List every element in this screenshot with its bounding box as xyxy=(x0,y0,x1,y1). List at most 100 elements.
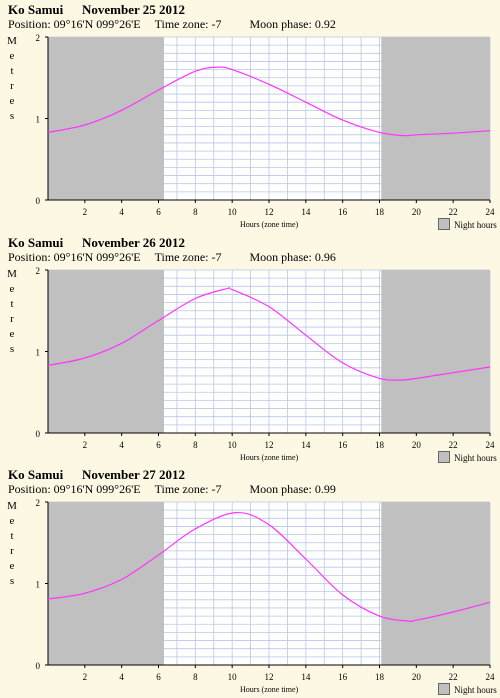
y-axis-label-letter: r xyxy=(10,313,14,325)
x-tick-label: 4 xyxy=(119,672,124,682)
y-axis-label-letter: M xyxy=(7,268,17,280)
panel-title: Ko Samui November 26 2012 xyxy=(8,235,185,251)
y-axis-label-letter: s xyxy=(9,110,15,122)
y-axis-label-letter: e xyxy=(9,560,15,572)
panel-subtitle: Position: 09°16'N 099°26'E Time zone: -7 M… xyxy=(8,250,350,265)
night-hours-band xyxy=(48,502,165,665)
y-tick-label: 2 xyxy=(36,33,41,43)
x-tick-label: 18 xyxy=(375,207,385,217)
x-tick-label: 2 xyxy=(83,440,88,450)
x-tick-label: 16 xyxy=(338,440,348,450)
tide-panel: Ko Samui November 26 2012 Position: 09°16'… xyxy=(0,233,500,465)
legend-night-swatch xyxy=(438,218,450,230)
position-text: Position: 09°16'N 099°26'E xyxy=(8,482,141,496)
x-tick-label: 14 xyxy=(301,672,311,682)
y-axis-label-letter: e xyxy=(9,283,15,295)
night-hours-band xyxy=(381,37,490,200)
x-tick-label: 4 xyxy=(119,207,124,217)
y-axis-label-letter: r xyxy=(10,80,14,92)
moon-phase-text: Moon phase: 0.92 xyxy=(249,17,336,31)
x-tick-label: 10 xyxy=(228,672,238,682)
legend-label: Night hours xyxy=(454,453,497,463)
x-tick-label: 20 xyxy=(412,440,422,450)
x-tick-label: 4 xyxy=(119,440,124,450)
legend: Night hours xyxy=(438,451,497,463)
y-axis-label-letter: M xyxy=(7,500,17,512)
x-tick-label: 6 xyxy=(156,207,161,217)
x-tick-label: 16 xyxy=(338,207,348,217)
y-axis-label-letter: M xyxy=(7,35,17,47)
moon-phase-text: Moon phase: 0.96 xyxy=(249,250,336,264)
panel-date: November 27 2012 xyxy=(82,467,186,482)
panel-date: November 26 2012 xyxy=(82,235,186,250)
panel-subtitle: Position: 09°16'N 099°26'E Time zone: -7 M… xyxy=(8,17,350,32)
x-tick-label: 18 xyxy=(375,672,385,682)
x-tick-label: 24 xyxy=(486,672,496,682)
panel-title: Ko Samui November 27 2012 xyxy=(8,467,185,483)
x-tick-label: 6 xyxy=(156,672,161,682)
place-name: Ko Samui xyxy=(8,2,64,17)
timezone-text: Time zone: -7 xyxy=(154,482,222,496)
place-name: Ko Samui xyxy=(8,467,64,482)
x-tick-label: 12 xyxy=(265,440,274,450)
x-tick-label: 12 xyxy=(265,672,274,682)
x-tick-label: 8 xyxy=(193,207,198,217)
y-axis-label-letter: t xyxy=(10,530,14,542)
legend-label: Night hours xyxy=(454,220,497,230)
x-tick-label: 20 xyxy=(412,672,422,682)
timezone-text: Time zone: -7 xyxy=(154,250,222,264)
legend: Night hours xyxy=(438,683,497,695)
x-tick-label: 22 xyxy=(449,672,458,682)
x-tick-label: 2 xyxy=(83,207,88,217)
y-tick-label: 2 xyxy=(36,498,41,508)
y-axis-label-letter: t xyxy=(10,298,14,310)
y-axis-label-letter: s xyxy=(9,343,15,355)
x-tick-label: 8 xyxy=(193,440,198,450)
x-tick-label: 24 xyxy=(486,440,496,450)
x-tick-label: 20 xyxy=(412,207,422,217)
panel-subtitle: Position: 09°16'N 099°26'E Time zone: -7 M… xyxy=(8,482,350,497)
y-axis-label-letter: e xyxy=(9,95,15,107)
y-tick-label: 1 xyxy=(36,348,41,358)
x-tick-label: 2 xyxy=(83,672,88,682)
x-tick-label: 22 xyxy=(449,207,458,217)
x-tick-label: 6 xyxy=(156,440,161,450)
x-tick-label: 16 xyxy=(338,672,348,682)
y-axis-label-letter: r xyxy=(10,545,14,557)
place-name: Ko Samui xyxy=(8,235,64,250)
legend-label: Night hours xyxy=(454,685,497,695)
y-tick-label: 0 xyxy=(36,661,41,671)
x-tick-label: 24 xyxy=(486,207,496,217)
x-tick-label: 8 xyxy=(193,672,198,682)
night-hours-band xyxy=(381,502,490,665)
tide-height-line xyxy=(47,511,491,623)
y-tick-label: 1 xyxy=(36,580,41,590)
x-tick-label: 14 xyxy=(301,207,311,217)
timezone-text: Time zone: -7 xyxy=(154,17,222,31)
y-tick-label: 0 xyxy=(36,196,41,206)
position-text: Position: 09°16'N 099°26'E xyxy=(8,250,141,264)
tide-height-line xyxy=(47,286,491,381)
night-hours-band xyxy=(381,270,490,433)
x-axis-label: Hours (zone time) xyxy=(240,685,299,694)
y-tick-label: 1 xyxy=(36,115,41,125)
tide-height-line xyxy=(47,66,491,137)
panel-date: November 25 2012 xyxy=(82,2,186,17)
x-tick-label: 22 xyxy=(449,440,458,450)
y-axis-label-letter: e xyxy=(9,328,15,340)
y-axis-label-letter: e xyxy=(9,50,15,62)
x-tick-label: 10 xyxy=(228,207,238,217)
y-axis-label-letter: t xyxy=(10,65,14,77)
legend-night-swatch xyxy=(438,683,450,695)
panel-title: Ko Samui November 25 2012 xyxy=(8,2,185,18)
y-axis-label-letter: e xyxy=(9,515,15,527)
legend-night-swatch xyxy=(438,451,450,463)
legend: Night hours xyxy=(438,218,497,230)
y-tick-label: 2 xyxy=(36,266,41,276)
y-axis-label-letter: s xyxy=(9,575,15,587)
